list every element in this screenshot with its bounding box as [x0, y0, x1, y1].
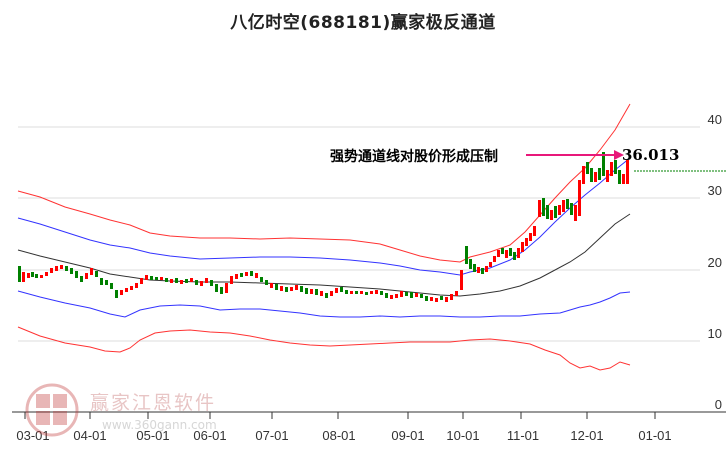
- inner-upper-band: [17, 157, 631, 276]
- watermark-url: www.360gann.com: [102, 418, 217, 432]
- y-axis-labels: 40 30 20 10 0: [708, 112, 722, 412]
- svg-text:0: 0: [715, 397, 722, 412]
- svg-text:12-01: 12-01: [570, 428, 603, 443]
- svg-text:01-01: 01-01: [638, 428, 671, 443]
- price-label: 36.013: [622, 146, 680, 164]
- outer-upper-band: [17, 103, 631, 263]
- svg-text:06-01: 06-01: [193, 428, 226, 443]
- svg-text:40: 40: [708, 112, 722, 127]
- svg-text:03-01: 03-01: [16, 428, 49, 443]
- candlesticks: [18, 152, 629, 302]
- watermark-brand: 赢家江恩软件: [90, 392, 217, 414]
- svg-text:10-01: 10-01: [446, 428, 479, 443]
- svg-text:05-01: 05-01: [136, 428, 169, 443]
- svg-text:30: 30: [708, 183, 722, 198]
- svg-text:09-01: 09-01: [391, 428, 424, 443]
- svg-text:10: 10: [708, 326, 722, 341]
- x-ticks: [24, 412, 656, 419]
- svg-text:07-01: 07-01: [255, 428, 288, 443]
- arrow-head-icon: [614, 150, 624, 160]
- watermark-logo-icon: [25, 383, 79, 437]
- svg-text:04-01: 04-01: [73, 428, 106, 443]
- gridlines: [18, 126, 700, 342]
- inner-lower-band: [17, 290, 631, 318]
- annotation-text: 强势通道线对股价形成压制: [330, 149, 498, 165]
- svg-text:08-01: 08-01: [322, 428, 355, 443]
- middle-line: [17, 213, 631, 297]
- svg-text:20: 20: [708, 255, 722, 270]
- svg-text:11-01: 11-01: [507, 428, 539, 443]
- outer-lower-band: [17, 326, 631, 371]
- chart-title: 八亿时空(688181)赢家极反通道: [230, 13, 496, 33]
- x-axis-labels: 03-01 04-01 05-01 06-01 07-01 08-01 09-0…: [16, 428, 671, 443]
